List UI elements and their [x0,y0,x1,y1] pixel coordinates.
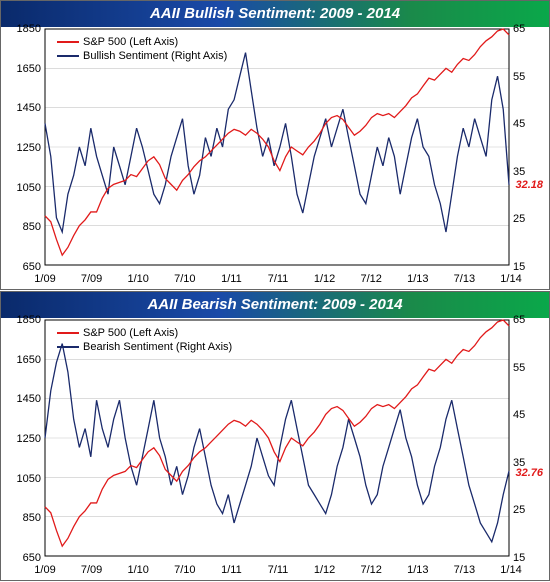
ytick-left: 1050 [7,473,41,485]
chart-panel-0: AAII Bullish Sentiment: 2009 - 2014 650 85… [0,0,550,290]
ytick-left: 1250 [7,142,41,154]
ytick-left: 1450 [7,393,41,405]
xtick: 1/13 [407,273,428,285]
xtick: 7/11 [268,273,289,285]
xtick: 7/13 [454,564,475,576]
series-sp500 [45,320,509,546]
xtick: 1/09 [34,564,55,576]
xtick: 1/11 [221,564,242,576]
xtick: 7/10 [174,564,195,576]
plot-area [45,320,509,556]
ytick-right: 55 [513,362,543,374]
xtick: 7/11 [268,564,289,576]
xtick: 1/13 [407,564,428,576]
chart-title: AAII Bearish Sentiment: 2009 - 2014 [1,292,549,318]
xtick: 7/12 [360,273,381,285]
plot-area [45,29,509,265]
xtick: 1/11 [221,273,242,285]
chart-title: AAII Bullish Sentiment: 2009 - 2014 [1,1,549,27]
xtick: 7/09 [81,564,102,576]
ytick-right: 45 [513,118,543,130]
ytick-left: 1650 [7,63,41,75]
ytick-left: 1850 [7,23,41,35]
xtick: 1/10 [127,564,148,576]
ytick-left: 850 [7,221,41,233]
xtick: 7/12 [360,564,381,576]
ytick-right: 15 [513,552,543,564]
end-value-label: 32.18 [515,179,543,191]
xtick: 7/13 [454,273,475,285]
ytick-right: 15 [513,261,543,273]
ytick-right: 65 [513,314,543,326]
xtick: 1/12 [314,564,335,576]
ytick-left: 650 [7,261,41,273]
ytick-right: 65 [513,23,543,35]
ytick-left: 1850 [7,314,41,326]
chart-panel-1: AAII Bearish Sentiment: 2009 - 2014 650 85… [0,291,550,581]
series-sentiment [45,344,509,542]
xtick: 1/14 [500,564,521,576]
xtick: 1/14 [500,273,521,285]
ytick-right: 25 [513,504,543,516]
xtick: 7/09 [81,273,102,285]
ytick-right: 25 [513,213,543,225]
xtick: 7/10 [174,273,195,285]
ytick-right: 55 [513,71,543,83]
ytick-left: 850 [7,512,41,524]
ytick-left: 1450 [7,102,41,114]
xtick: 1/10 [127,273,148,285]
series-sp500 [45,29,509,255]
series-sentiment [45,53,509,232]
ytick-left: 650 [7,552,41,564]
ytick-left: 1250 [7,433,41,445]
ytick-right: 45 [513,409,543,421]
end-value-label: 32.76 [515,467,543,479]
ytick-left: 1650 [7,354,41,366]
xtick: 1/09 [34,273,55,285]
ytick-left: 1050 [7,182,41,194]
xtick: 1/12 [314,273,335,285]
ytick-right: 35 [513,166,543,178]
